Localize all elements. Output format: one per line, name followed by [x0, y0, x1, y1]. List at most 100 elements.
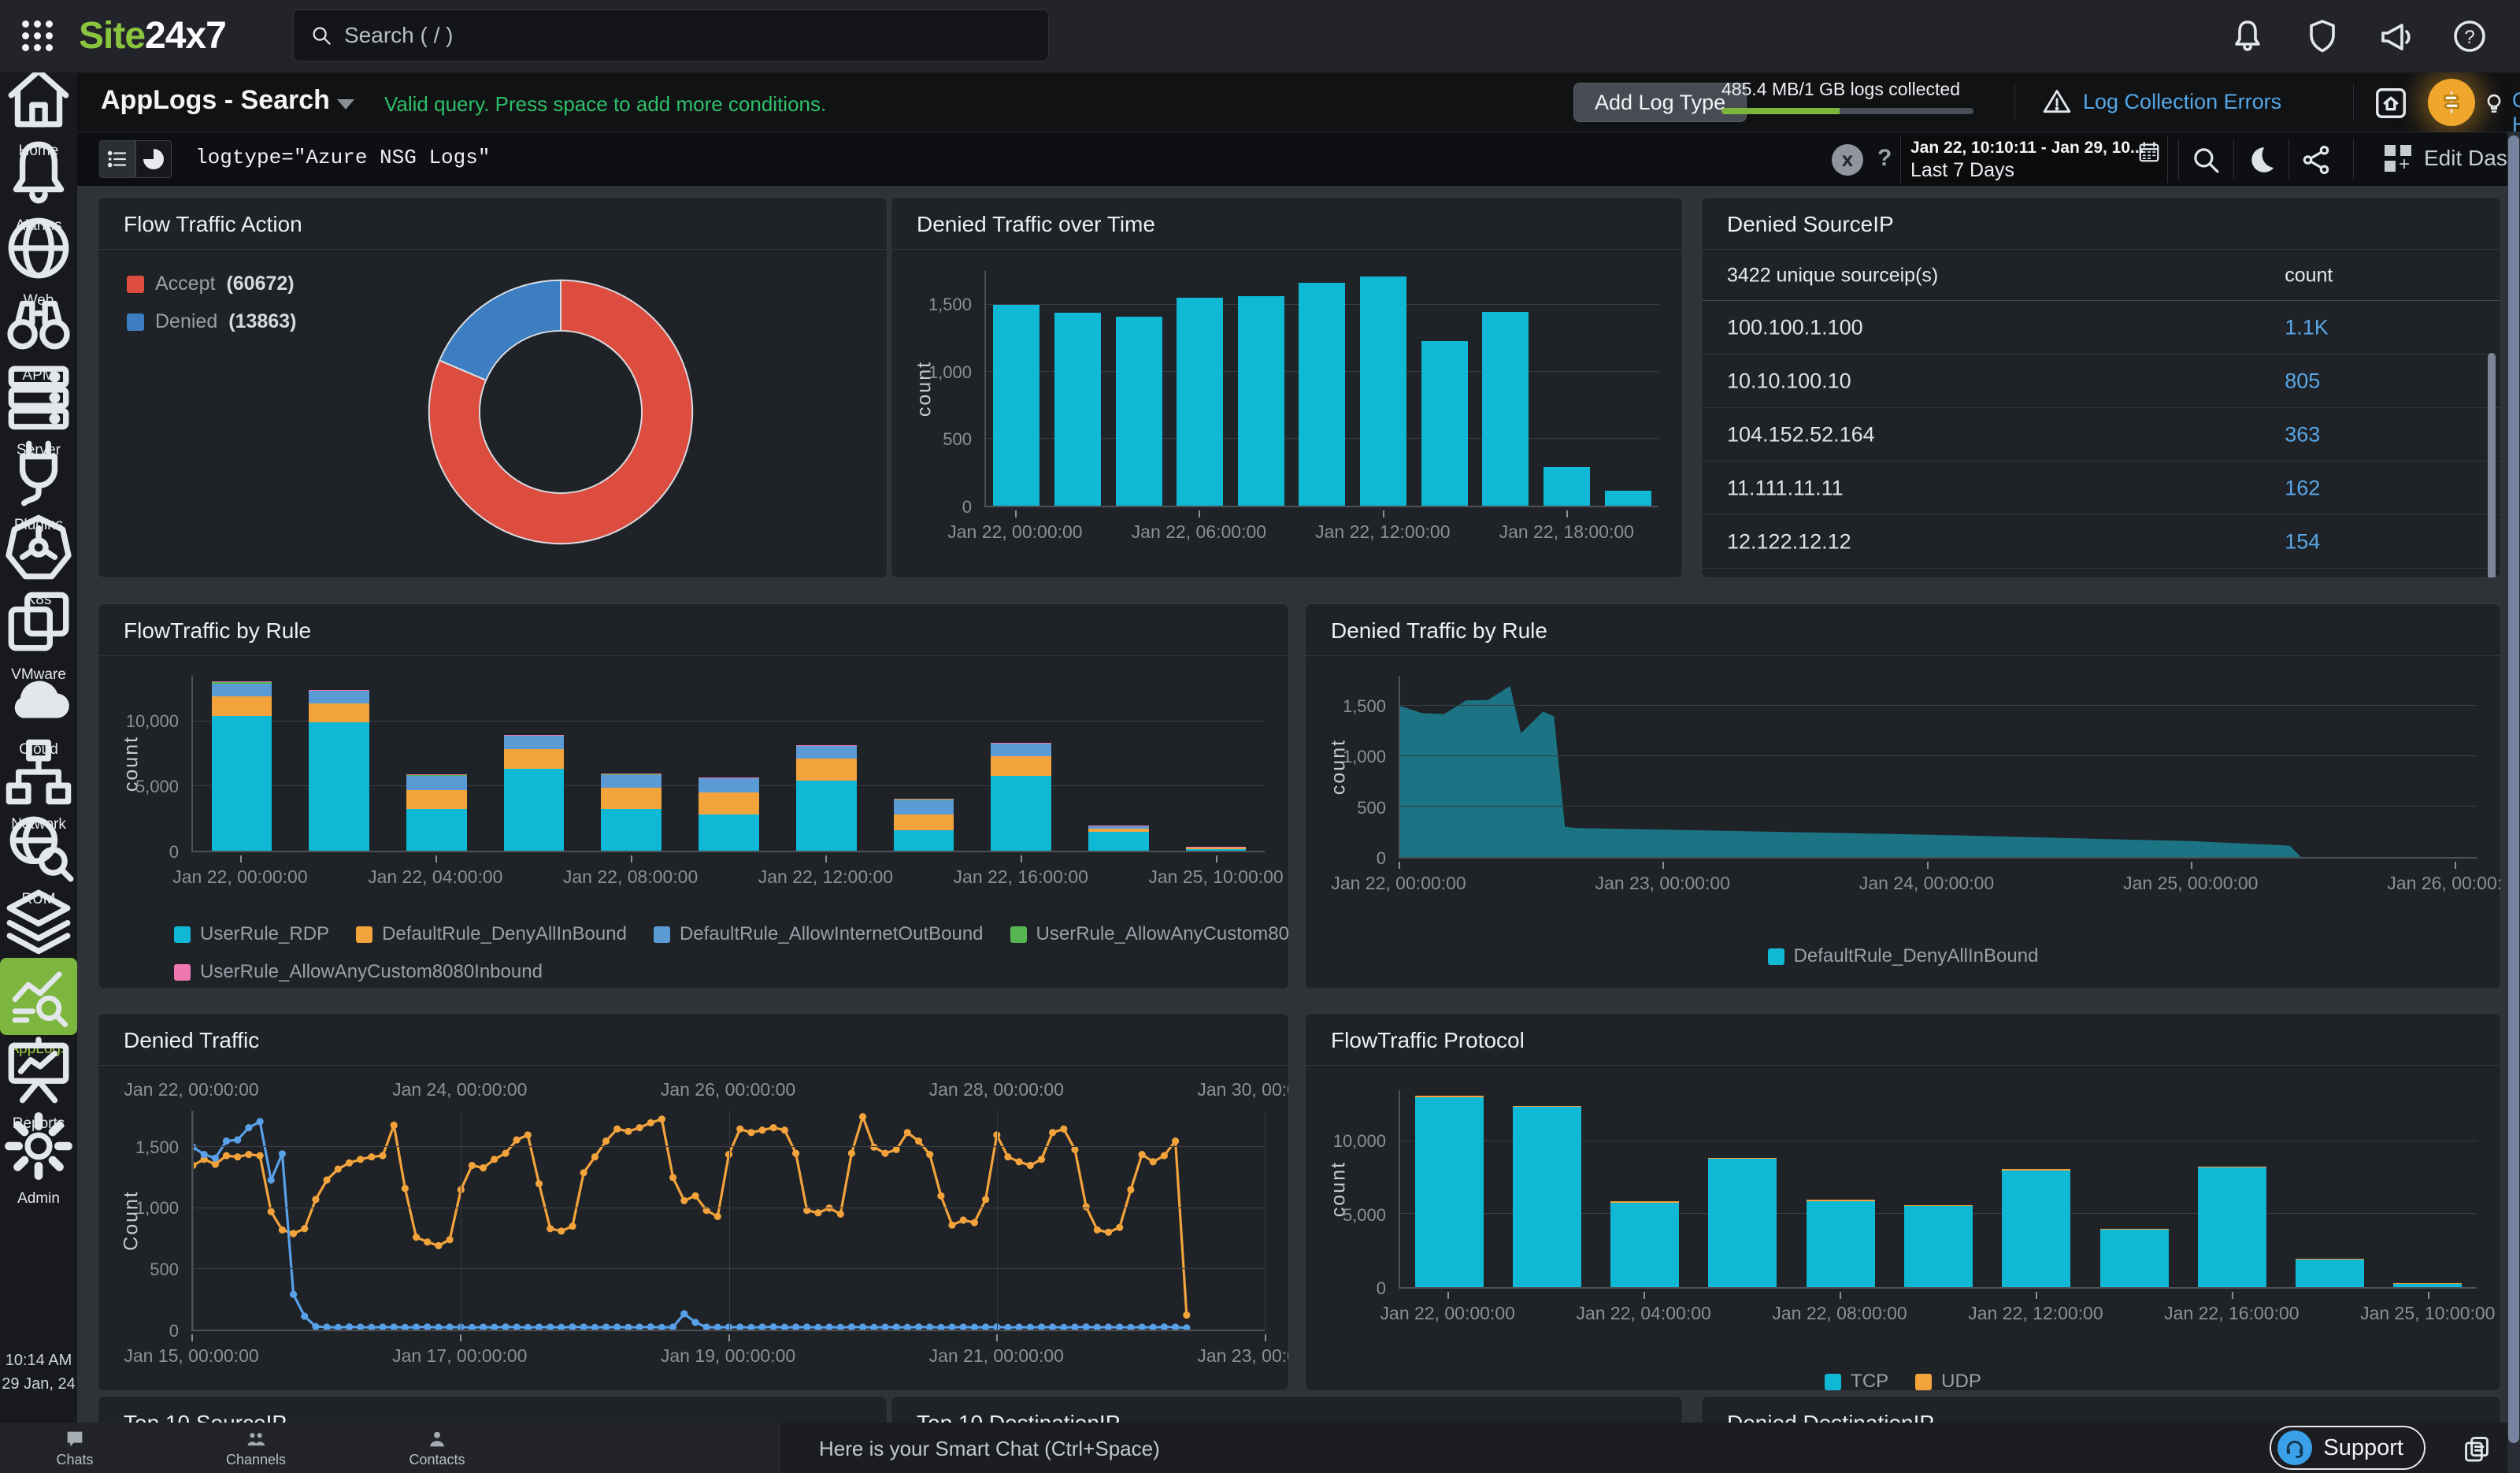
- chevron-down-icon[interactable]: [337, 99, 354, 109]
- query-help-icon[interactable]: ?: [1877, 145, 1892, 171]
- dock-item-contacts[interactable]: Contacts: [394, 1428, 480, 1468]
- bar-segment[interactable]: [1237, 296, 1284, 506]
- sidebar-item-reports[interactable]: Reports: [0, 1037, 77, 1132]
- denied-traffic-by-rule-area-chart[interactable]: count 0 500 1,000 1,500 Jan 22, 00:00:00 Jan 2…: [1306, 657, 2500, 989]
- bar-segment[interactable]: [2393, 1283, 2463, 1287]
- feedback-copy-icon[interactable]: [2462, 1434, 2492, 1464]
- bar-segment[interactable]: [1088, 829, 1149, 833]
- bar-segment[interactable]: [1512, 1107, 1581, 1287]
- sidebar-item-vmware[interactable]: VMware: [0, 592, 77, 683]
- bar-segment[interactable]: [503, 769, 565, 851]
- bar-segment[interactable]: [211, 681, 272, 684]
- bar-segment[interactable]: [406, 775, 467, 790]
- bar-segment[interactable]: [795, 745, 857, 759]
- bar-segment[interactable]: [1708, 1159, 1777, 1287]
- bar-segment[interactable]: [601, 809, 662, 851]
- bar-segment[interactable]: [309, 690, 369, 704]
- bar-segment[interactable]: [601, 788, 662, 810]
- donut-slice-accept[interactable]: [428, 279, 694, 545]
- bar-segment[interactable]: [1054, 312, 1101, 506]
- bar-segment[interactable]: [2002, 1170, 2071, 1287]
- bar-segment[interactable]: [893, 800, 954, 814]
- bar-segment[interactable]: [1185, 847, 1247, 848]
- table-scrollbar-thumb[interactable]: [2488, 353, 2496, 577]
- bulb-icon[interactable]: [2481, 90, 2507, 117]
- share-icon[interactable]: [2300, 143, 2333, 176]
- bar-segment[interactable]: [1414, 1097, 1484, 1287]
- global-search-input[interactable]: Search ( / ): [293, 9, 1049, 61]
- bar-segment[interactable]: [2296, 1259, 2365, 1287]
- clear-query-icon[interactable]: x: [1832, 144, 1863, 176]
- edit-dashboard-button[interactable]: + Edit Dashboard: [2385, 145, 2520, 174]
- legend-item[interactable]: DefaultRule_DenyAllInBound: [1767, 945, 2038, 967]
- bar-segment[interactable]: [2197, 1166, 2266, 1168]
- bar-segment[interactable]: [211, 683, 272, 697]
- legend-item[interactable]: UDP: [1915, 1371, 1981, 1390]
- bar-segment[interactable]: [1185, 849, 1247, 851]
- bar-segment[interactable]: [2099, 1229, 2169, 1287]
- bar-segment[interactable]: [893, 798, 954, 800]
- bar-segment[interactable]: [1299, 283, 1346, 506]
- bar-segment[interactable]: [503, 734, 565, 736]
- bar-segment[interactable]: [1360, 276, 1407, 506]
- bar-segment[interactable]: [1904, 1206, 1973, 1287]
- announcements-megaphone-icon[interactable]: [2377, 17, 2414, 55]
- bar-segment[interactable]: [211, 696, 272, 716]
- bar-segment[interactable]: [406, 774, 467, 776]
- dark-mode-moon-icon[interactable]: [2244, 143, 2277, 176]
- sidebar-item-admin[interactable]: Admin: [0, 1112, 77, 1207]
- bar-segment[interactable]: [699, 814, 759, 851]
- bar-segment[interactable]: [699, 792, 759, 814]
- search-query-icon[interactable]: [2189, 143, 2222, 176]
- bar-segment[interactable]: [2197, 1167, 2266, 1287]
- support-button[interactable]: Support: [2270, 1426, 2426, 1470]
- denied-sourceip-table[interactable]: 3422 unique sourceip(s) count 100.100.1.1…: [1702, 250, 2500, 577]
- bar-segment[interactable]: [1544, 466, 1591, 506]
- legend-item[interactable]: UserRule_RDP: [174, 923, 329, 945]
- legend-item[interactable]: TCP: [1825, 1371, 1888, 1390]
- bar-segment[interactable]: [1708, 1157, 1777, 1159]
- logs-collected-meter[interactable]: 485.4 MB/1 GB logs collected: [1721, 79, 1981, 114]
- legend-item[interactable]: UserRule_AllowAnyCustom80Inbound: [1010, 923, 1288, 945]
- table-row[interactable]: 11.111.11.11 162: [1702, 462, 2500, 515]
- table-row[interactable]: 10.10.100.10 805: [1702, 354, 2500, 408]
- bar-segment[interactable]: [309, 689, 369, 691]
- bar-segment[interactable]: [211, 715, 272, 851]
- bar-segment[interactable]: [1177, 298, 1224, 506]
- page-title[interactable]: AppLogs - Search: [101, 85, 330, 115]
- dock-item-channels[interactable]: Channels: [213, 1428, 299, 1468]
- bar-segment[interactable]: [2002, 1169, 2071, 1171]
- legend-item[interactable]: UserRule_AllowAnyCustom8080Inbound: [174, 961, 543, 983]
- bar-segment[interactable]: [991, 755, 1052, 776]
- bar-segment[interactable]: [601, 774, 662, 788]
- bar-segment[interactable]: [991, 775, 1052, 851]
- plot-area[interactable]: [1399, 1090, 2477, 1289]
- bar-segment[interactable]: [1088, 832, 1149, 851]
- plot-area[interactable]: [191, 676, 1265, 852]
- guided-tour-icon[interactable]: [2428, 79, 2475, 126]
- bar-segment[interactable]: [1421, 340, 1468, 506]
- quick-help-link[interactable]: Quick Help: [2512, 88, 2520, 136]
- page-scrollbar[interactable]: [2507, 132, 2520, 1473]
- bar-segment[interactable]: [1185, 848, 1247, 850]
- bar-segment[interactable]: [699, 777, 759, 778]
- bar-segment[interactable]: [2099, 1228, 2169, 1230]
- table-row[interactable]: 104.152.52.164 363: [1702, 408, 2500, 462]
- bar-segment[interactable]: [1414, 1096, 1484, 1098]
- shield-icon[interactable]: [2303, 17, 2341, 55]
- bar-segment[interactable]: [991, 743, 1052, 744]
- notifications-bell-icon[interactable]: [2229, 17, 2266, 55]
- bar-segment[interactable]: [893, 814, 954, 830]
- plot-area[interactable]: [1399, 676, 2477, 859]
- plot-area[interactable]: [191, 1111, 1266, 1331]
- add-log-type-button[interactable]: Add Log Type: [1573, 83, 1747, 122]
- bar-segment[interactable]: [1610, 1201, 1680, 1203]
- bar-segment[interactable]: [795, 781, 857, 851]
- bar-segment[interactable]: [601, 774, 662, 775]
- log-collection-errors-link[interactable]: Log Collection Errors: [2042, 87, 2281, 117]
- flow-traffic-action-donut-chart[interactable]: Accept (60672) Denied (13863): [98, 250, 887, 577]
- bar-segment[interactable]: [1904, 1204, 1973, 1207]
- plot-area[interactable]: [984, 271, 1658, 507]
- bar-segment[interactable]: [795, 759, 857, 781]
- legend-item[interactable]: DefaultRule_AllowInternetOutBound: [653, 923, 984, 945]
